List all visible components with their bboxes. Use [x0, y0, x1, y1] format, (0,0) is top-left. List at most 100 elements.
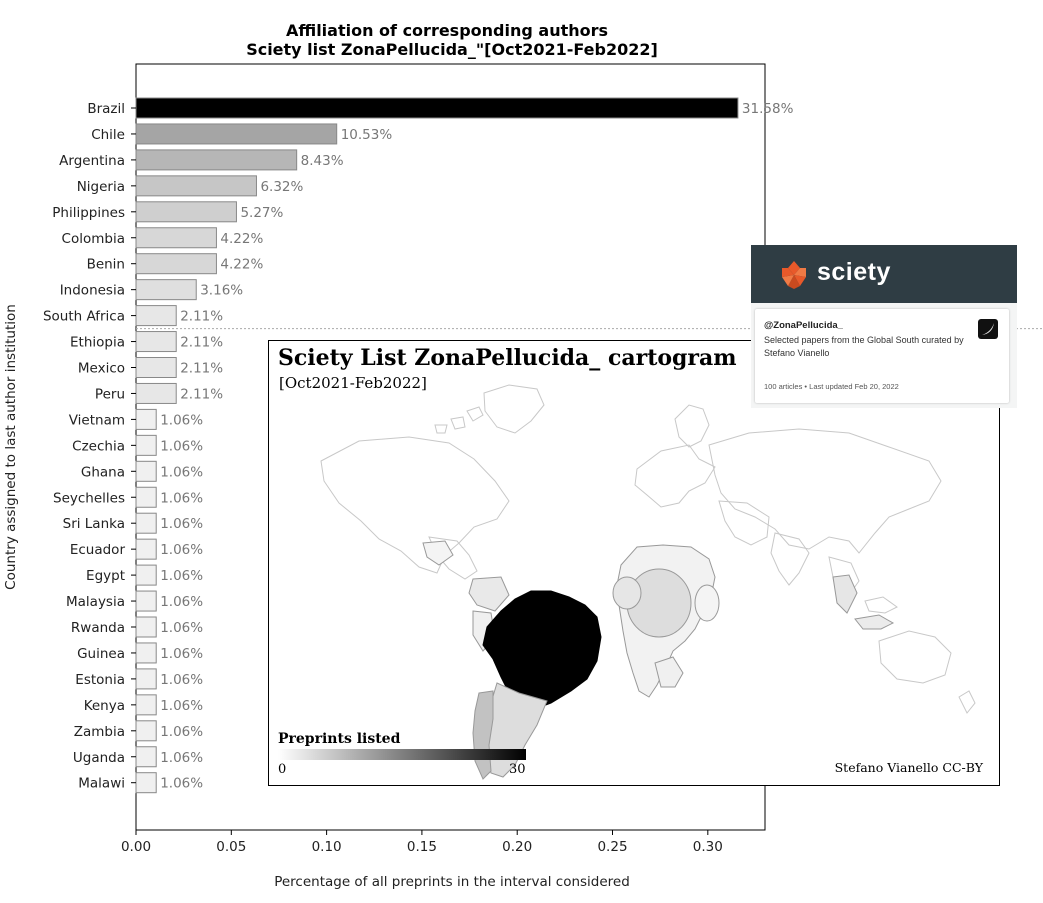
category-label: Benin	[87, 257, 125, 273]
brazil-blob	[482, 590, 602, 710]
value-label: 1.06%	[160, 698, 203, 714]
list-card[interactable]: @ZonaPellucida_ Selected papers from the…	[755, 309, 1009, 403]
bar-kenya	[135, 694, 157, 716]
bar-malaysia	[135, 590, 157, 612]
bar-seychelles	[135, 486, 157, 508]
bar-chile	[135, 123, 338, 145]
value-label: 1.06%	[160, 776, 203, 792]
value-label: 8.43%	[301, 153, 344, 169]
category-label: Czechia	[72, 438, 125, 454]
value-label: 2.11%	[180, 335, 223, 351]
philippines-shape	[832, 574, 858, 614]
category-label: Vietnam	[69, 412, 125, 428]
list-avatar	[978, 319, 998, 339]
category-label: Malaysia	[66, 594, 125, 610]
south-africa-shape	[654, 656, 684, 688]
kenya-blob	[694, 584, 720, 622]
category-label: Argentina	[59, 153, 125, 169]
bar-malawi	[135, 772, 157, 794]
greenland-shape	[483, 384, 545, 434]
category-label: Ethiopia	[70, 335, 125, 351]
value-label: 1.06%	[160, 438, 203, 454]
value-label: 2.11%	[180, 361, 223, 377]
category-label: Peru	[95, 386, 125, 402]
value-label: 1.06%	[160, 464, 203, 480]
category-label: Ecuador	[70, 542, 126, 558]
x-tick-label: 0.15	[407, 839, 437, 855]
sciety-logo-icon	[782, 261, 806, 289]
bar-peru	[135, 382, 177, 404]
cartogram-panel: Sciety List ZonaPellucida_ cartogram [Oc…	[268, 340, 1000, 786]
value-label: 1.06%	[160, 490, 203, 506]
legend-title: Preprints listed	[278, 731, 401, 747]
x-axis-label: Percentage of all preprints in the inter…	[274, 874, 630, 890]
chart-subtitle: Sciety list ZonaPellucida_"[Oct2021-Feb2…	[246, 40, 658, 59]
category-label: Sri Lanka	[63, 516, 125, 532]
x-tick-label: 0.25	[597, 839, 627, 855]
category-label: Kenya	[84, 698, 125, 714]
x-tick-label: 0.00	[121, 839, 151, 855]
legend-gradient-bar	[278, 749, 526, 760]
category-label: Estonia	[75, 672, 125, 688]
category-label: Rwanda	[71, 620, 125, 636]
list-handle[interactable]: @ZonaPellucida_	[764, 320, 843, 331]
north-america-shape	[320, 436, 510, 574]
value-label: 2.11%	[180, 309, 223, 325]
bar-ethiopia	[135, 331, 177, 353]
category-label: Seychelles	[53, 490, 125, 506]
value-label: 4.22%	[220, 257, 263, 273]
list-description: Selected papers from the Global South cu…	[764, 335, 964, 358]
x-tick-label: 0.05	[216, 839, 246, 855]
bar-brazil	[135, 97, 739, 119]
bar-guinea	[135, 642, 157, 664]
value-label: 1.06%	[160, 724, 203, 740]
cartogram-subtitle: [Oct2021-Feb2022]	[279, 374, 427, 392]
category-label: Nigeria	[77, 179, 125, 195]
world-cartogram	[320, 384, 976, 780]
category-label: Brazil	[87, 101, 125, 117]
bar-vietnam	[135, 408, 157, 430]
chile-shape	[472, 690, 494, 780]
x-tick-label: 0.20	[502, 839, 532, 855]
category-label: Chile	[91, 127, 125, 143]
bar-rwanda	[135, 616, 157, 638]
value-label: 1.06%	[160, 568, 203, 584]
category-label: Zambia	[74, 724, 125, 740]
bar-philippines	[135, 201, 237, 223]
bar-estonia	[135, 668, 157, 690]
colombia-shape	[468, 576, 510, 612]
category-label: Uganda	[73, 750, 125, 766]
value-label: 1.06%	[160, 750, 203, 766]
europe-shape	[634, 444, 716, 508]
value-label: 1.06%	[160, 672, 203, 688]
bar-nigeria	[135, 175, 257, 197]
scandinavia-shape	[674, 404, 710, 448]
category-label: Mexico	[78, 361, 125, 377]
bar-zambia	[135, 720, 157, 742]
x-axis: 0.00 0.05 0.10 0.15 0.20 0.25 0.30	[121, 830, 723, 855]
bar-czechia	[135, 434, 157, 456]
bar-mexico	[135, 357, 177, 378]
bar-argentina	[135, 149, 298, 171]
islands-shape	[434, 406, 484, 434]
indonesia-shape	[854, 614, 895, 630]
sciety-brand-name: sciety	[817, 258, 891, 286]
middle-east-shape	[718, 500, 770, 546]
list-meta: 100 articles • Last updated Feb 20, 2022	[764, 382, 899, 391]
value-label: 1.06%	[160, 620, 203, 636]
value-label: 1.06%	[160, 412, 203, 428]
value-label: 1.06%	[160, 594, 203, 610]
bar-uganda	[135, 746, 157, 768]
value-label: 6.32%	[260, 179, 303, 195]
category-label: Egypt	[86, 568, 125, 584]
asia-shape	[708, 428, 942, 554]
category-label: Indonesia	[60, 283, 125, 299]
bar-sri-lanka	[135, 512, 157, 534]
category-label: Malawi	[78, 776, 125, 792]
value-label: 5.27%	[240, 205, 283, 221]
category-label: Guinea	[77, 646, 125, 662]
legend-max-label: 30	[509, 762, 526, 777]
bar-ghana	[135, 460, 157, 482]
nz-shape	[958, 690, 976, 714]
category-label: Colombia	[62, 231, 125, 247]
